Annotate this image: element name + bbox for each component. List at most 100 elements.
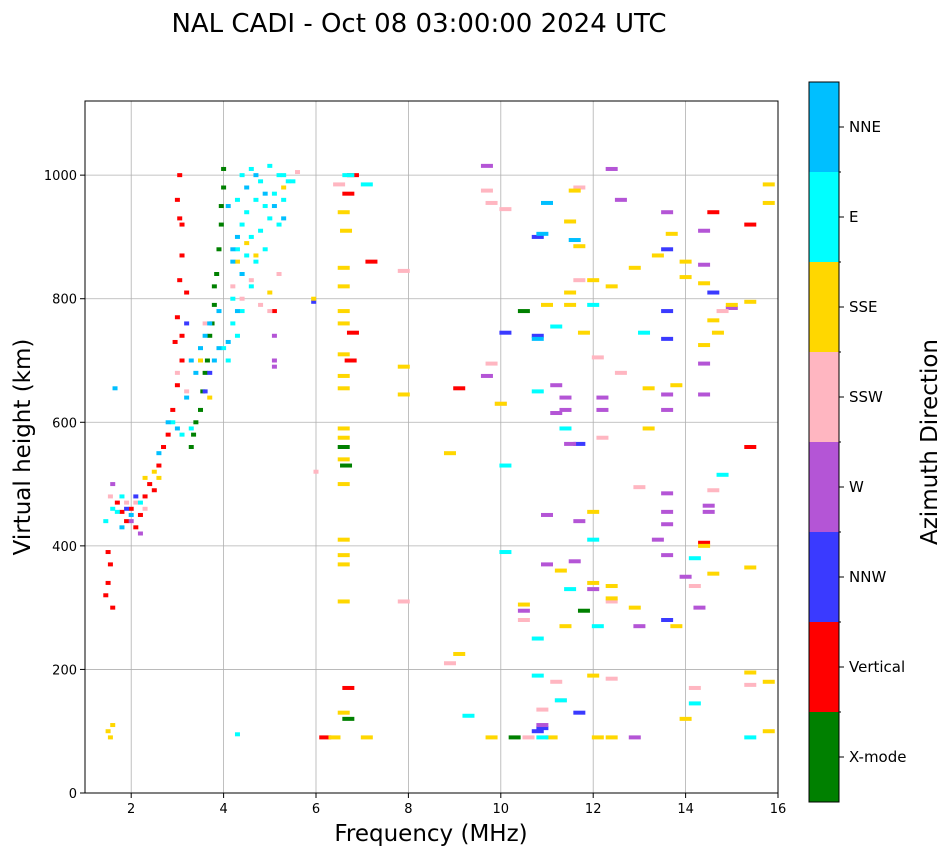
data-point	[179, 358, 185, 363]
data-point	[285, 179, 291, 184]
data-point	[605, 166, 618, 171]
data-point	[397, 268, 410, 273]
data-point	[707, 210, 720, 215]
data-point	[628, 605, 641, 610]
chart-title: NAL CADI - Oct 08 03:00:00 2024 UTC	[171, 9, 666, 39]
data-point	[216, 247, 222, 252]
data-point	[110, 605, 116, 610]
data-point	[707, 290, 720, 295]
data-point	[536, 723, 549, 728]
data-point	[744, 565, 757, 570]
data-point	[271, 358, 277, 363]
data-point	[198, 407, 203, 412]
data-point	[541, 302, 553, 307]
data-point	[248, 234, 254, 239]
data-point	[276, 173, 282, 178]
data-point	[311, 296, 317, 301]
data-point	[536, 231, 549, 236]
data-point	[545, 735, 558, 740]
data-point	[698, 392, 711, 397]
x-tick-label: 4	[219, 802, 227, 817]
data-point	[276, 272, 282, 276]
data-point	[337, 321, 350, 326]
data-point	[177, 278, 183, 283]
data-point	[462, 713, 475, 718]
data-point	[174, 197, 180, 202]
data-point	[239, 309, 245, 314]
data-point	[188, 426, 194, 431]
data-point	[711, 330, 724, 335]
data-point	[587, 537, 600, 542]
data-point	[762, 200, 775, 205]
data-point	[142, 475, 148, 480]
data-point	[142, 494, 148, 499]
data-point	[762, 679, 775, 684]
data-point	[485, 200, 498, 205]
data-point	[165, 420, 171, 425]
data-point	[177, 173, 183, 178]
data-point	[698, 543, 711, 548]
data-point	[577, 330, 590, 335]
y-tick-label: 0	[69, 787, 77, 802]
data-point	[170, 420, 176, 425]
data-point	[184, 290, 190, 295]
data-point	[244, 210, 250, 215]
data-point	[295, 170, 301, 175]
data-point	[165, 432, 171, 437]
data-point	[628, 735, 641, 740]
data-point	[698, 281, 711, 286]
data-point	[271, 204, 277, 209]
x-tick-label: 10	[493, 802, 510, 817]
data-point	[762, 182, 775, 187]
data-point	[564, 587, 577, 592]
data-point	[218, 204, 224, 209]
data-point	[133, 500, 139, 505]
data-point	[142, 506, 148, 511]
data-point	[661, 522, 674, 527]
data-point	[568, 188, 581, 193]
series-sse	[105, 182, 775, 740]
data-point	[202, 321, 208, 326]
data-point	[397, 599, 410, 604]
data-point	[744, 445, 757, 449]
data-point	[230, 259, 236, 264]
colorbar-label-item: NNE	[849, 118, 881, 136]
data-point	[271, 309, 277, 314]
data-point	[531, 673, 544, 678]
data-point	[587, 587, 600, 592]
data-point	[267, 290, 273, 295]
data-point	[114, 500, 120, 505]
data-point	[661, 509, 674, 514]
data-point	[151, 469, 157, 474]
data-point	[211, 302, 217, 307]
data-point	[661, 618, 674, 622]
data-point	[587, 302, 600, 307]
data-point	[522, 735, 535, 740]
grid-lines	[85, 101, 779, 794]
data-point	[262, 247, 268, 252]
data-point	[499, 330, 512, 335]
data-point	[214, 272, 220, 276]
data-point	[337, 599, 350, 604]
data-point	[337, 210, 350, 215]
data-point	[453, 651, 466, 656]
data-point	[119, 509, 125, 514]
data-point	[670, 383, 683, 388]
data-point	[333, 182, 346, 187]
data-point	[670, 624, 683, 629]
data-point	[239, 173, 245, 178]
colorbar-label-item: E	[849, 208, 858, 226]
data-point	[174, 426, 180, 431]
data-point	[744, 670, 757, 675]
data-point	[230, 321, 236, 326]
data-point	[725, 305, 738, 310]
data-point	[202, 389, 208, 394]
data-point	[248, 284, 254, 289]
data-point	[564, 302, 577, 307]
data-point	[698, 361, 711, 366]
data-point	[340, 463, 353, 468]
data-point	[216, 346, 222, 351]
data-point	[221, 166, 227, 171]
data-point	[119, 525, 125, 530]
data-point	[281, 173, 287, 178]
